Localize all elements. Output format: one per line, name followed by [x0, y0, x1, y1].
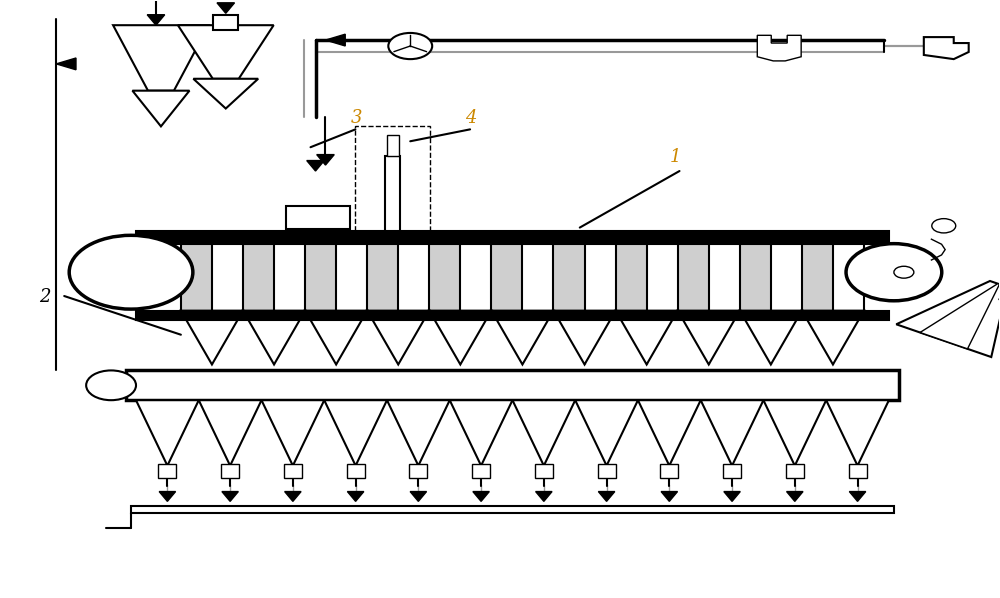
Bar: [181, 243, 212, 311]
Bar: [849, 465, 867, 478]
Bar: [243, 243, 274, 311]
Polygon shape: [181, 311, 243, 364]
Polygon shape: [325, 34, 345, 46]
Polygon shape: [924, 37, 969, 59]
Polygon shape: [178, 25, 274, 79]
Circle shape: [894, 266, 914, 278]
Polygon shape: [222, 492, 238, 501]
Polygon shape: [473, 492, 489, 501]
Bar: [126, 370, 899, 400]
Bar: [786, 465, 804, 478]
Polygon shape: [367, 311, 429, 364]
Bar: [367, 243, 398, 311]
Polygon shape: [763, 400, 826, 466]
Polygon shape: [136, 400, 199, 466]
Polygon shape: [305, 311, 367, 364]
Circle shape: [388, 33, 432, 59]
Bar: [347, 465, 365, 478]
Polygon shape: [802, 311, 864, 364]
Polygon shape: [56, 58, 76, 70]
Bar: [355, 126, 430, 236]
Polygon shape: [575, 400, 638, 466]
Polygon shape: [410, 492, 427, 501]
Polygon shape: [553, 311, 616, 364]
Polygon shape: [701, 400, 763, 466]
Bar: [429, 243, 460, 311]
Bar: [387, 135, 399, 156]
Polygon shape: [536, 492, 552, 501]
Polygon shape: [261, 400, 324, 466]
Circle shape: [846, 243, 942, 301]
Polygon shape: [243, 311, 305, 364]
Bar: [723, 465, 741, 478]
Bar: [136, 311, 889, 320]
Text: 2: 2: [39, 288, 51, 306]
Polygon shape: [896, 281, 1000, 357]
Polygon shape: [740, 311, 802, 364]
Polygon shape: [193, 79, 258, 108]
Polygon shape: [678, 311, 740, 364]
Bar: [491, 243, 522, 311]
Bar: [535, 465, 553, 478]
Polygon shape: [999, 299, 1000, 311]
Circle shape: [69, 235, 193, 309]
Polygon shape: [113, 25, 209, 91]
Polygon shape: [849, 492, 866, 501]
Bar: [409, 465, 427, 478]
Circle shape: [932, 219, 956, 233]
Polygon shape: [724, 492, 740, 501]
Polygon shape: [132, 91, 189, 126]
Text: 4: 4: [465, 109, 477, 127]
Polygon shape: [199, 400, 261, 466]
Circle shape: [86, 370, 136, 400]
Bar: [598, 465, 616, 478]
Polygon shape: [661, 492, 678, 501]
Text: 3: 3: [350, 109, 362, 127]
Polygon shape: [429, 311, 491, 364]
Polygon shape: [307, 160, 324, 171]
Bar: [678, 243, 709, 311]
Polygon shape: [826, 400, 889, 466]
Polygon shape: [324, 400, 387, 466]
Polygon shape: [638, 400, 701, 466]
Bar: [660, 465, 678, 478]
Polygon shape: [317, 155, 334, 165]
Polygon shape: [347, 492, 364, 501]
Bar: [802, 243, 833, 311]
Bar: [221, 465, 239, 478]
Bar: [136, 231, 889, 243]
Polygon shape: [787, 492, 803, 501]
Bar: [385, 156, 400, 231]
Bar: [740, 243, 771, 311]
Polygon shape: [159, 492, 176, 501]
Bar: [472, 465, 490, 478]
Polygon shape: [147, 15, 165, 25]
Bar: [616, 243, 647, 311]
Polygon shape: [920, 283, 999, 349]
Polygon shape: [285, 492, 301, 501]
Polygon shape: [217, 3, 235, 13]
Polygon shape: [512, 400, 575, 466]
Polygon shape: [616, 311, 678, 364]
Polygon shape: [387, 400, 450, 466]
Bar: [131, 506, 894, 513]
Bar: [553, 243, 585, 311]
Polygon shape: [450, 400, 512, 466]
Polygon shape: [757, 35, 801, 61]
Bar: [284, 465, 302, 478]
Text: 1: 1: [670, 148, 681, 166]
Bar: [286, 206, 350, 230]
Polygon shape: [491, 311, 553, 364]
Bar: [305, 243, 336, 311]
Bar: [158, 465, 176, 478]
Bar: [213, 15, 238, 30]
Polygon shape: [598, 492, 615, 501]
